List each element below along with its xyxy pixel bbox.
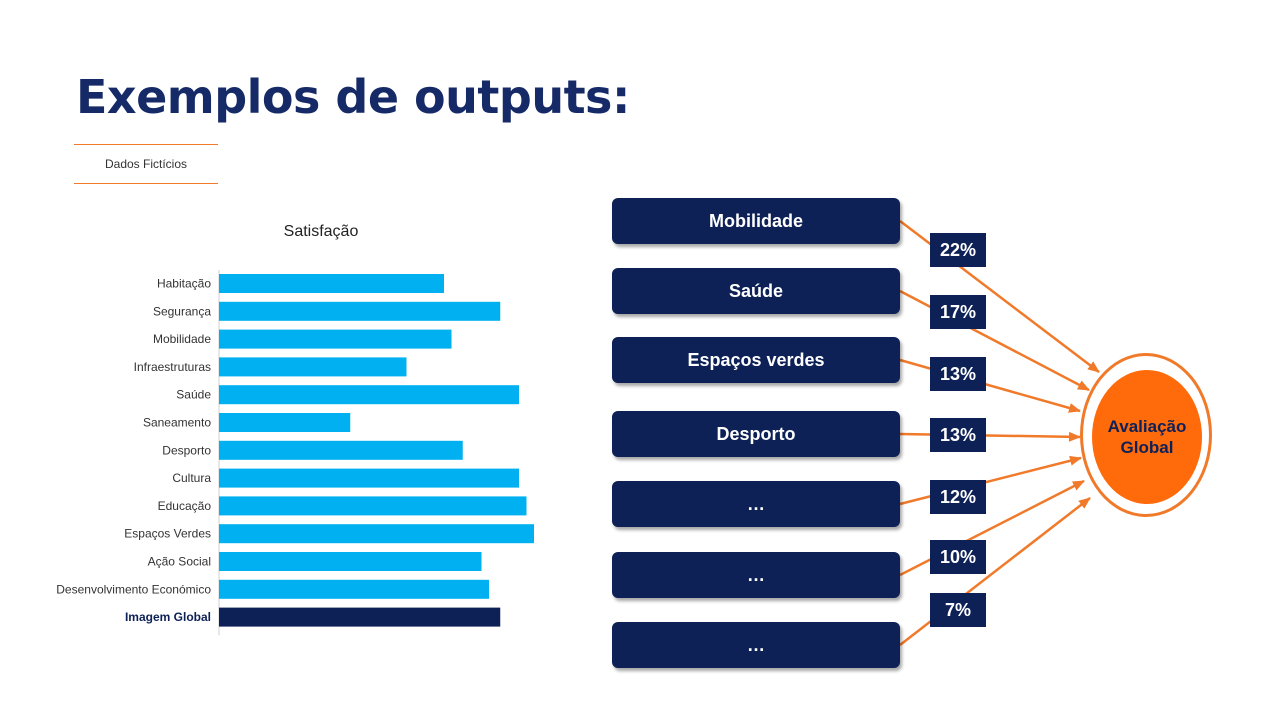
bar-1 (219, 301, 501, 321)
bar-10 (219, 552, 482, 571)
weight-badge-3: 13% (930, 418, 986, 452)
factor-box-4: … (612, 481, 900, 527)
bar-2 (219, 329, 452, 349)
bar-5 (219, 413, 351, 432)
category-label-10: Ação Social (148, 555, 211, 569)
arrow-3 (899, 431, 1081, 442)
factor-box-6: … (612, 622, 900, 668)
bar-7 (219, 468, 519, 488)
weight-badge-5: 10% (930, 540, 986, 574)
category-label-0: Habitação (157, 277, 211, 291)
bar-12 (219, 607, 501, 627)
factor-box-1: Saúde (612, 268, 900, 314)
bar-4 (219, 385, 519, 405)
factor-box-2: Espaços verdes (612, 337, 900, 383)
category-label-8: Educação (158, 499, 212, 513)
page-title: Exemplos de outputs: (76, 70, 630, 124)
weight-badge-6: 7% (930, 593, 986, 627)
category-label-7: Cultura (172, 471, 211, 485)
global-evaluation-label: Avaliação Global (1107, 417, 1187, 457)
arrow-2 (899, 358, 1081, 413)
category-label-1: Segurança (153, 304, 211, 318)
arrow-5 (899, 479, 1085, 577)
factor-box-0: Mobilidade (612, 198, 900, 244)
bar-6 (219, 440, 463, 460)
category-label-2: Mobilidade (153, 332, 211, 346)
chart-title: Satisfação (284, 223, 359, 240)
weight-badge-1: 17% (930, 295, 986, 329)
weight-badge-2: 13% (930, 357, 986, 391)
weight-badge-0: 22% (930, 233, 986, 267)
category-label-9: Espaços Verdes (124, 527, 211, 541)
arrow-1 (899, 289, 1090, 392)
category-label-6: Desporto (162, 443, 211, 457)
satisfaction-bar-chart: Satisfação Habitação Segurança Mobilidade In… (56, 223, 534, 636)
arrow-6 (899, 497, 1091, 646)
data-disclaimer: Dados Fictícios (74, 144, 218, 184)
bar-11 (219, 579, 489, 599)
global-evaluation-node: Avaliação Global (1092, 370, 1202, 504)
category-label-5: Saneamento (143, 416, 211, 430)
bar-9 (219, 524, 534, 544)
bar-8 (219, 496, 527, 516)
bar-3 (219, 357, 407, 377)
factor-box-3: Desporto (612, 411, 900, 457)
category-label-4: Saúde (176, 388, 211, 402)
weight-badge-4: 12% (930, 480, 986, 514)
category-label-11: Desenvolvimento Económico (56, 582, 211, 596)
category-label-12: Imagem Global (125, 610, 211, 624)
bar-0 (219, 274, 444, 293)
factor-box-5: … (612, 552, 900, 598)
category-label-3: Infraestruturas (134, 360, 211, 374)
